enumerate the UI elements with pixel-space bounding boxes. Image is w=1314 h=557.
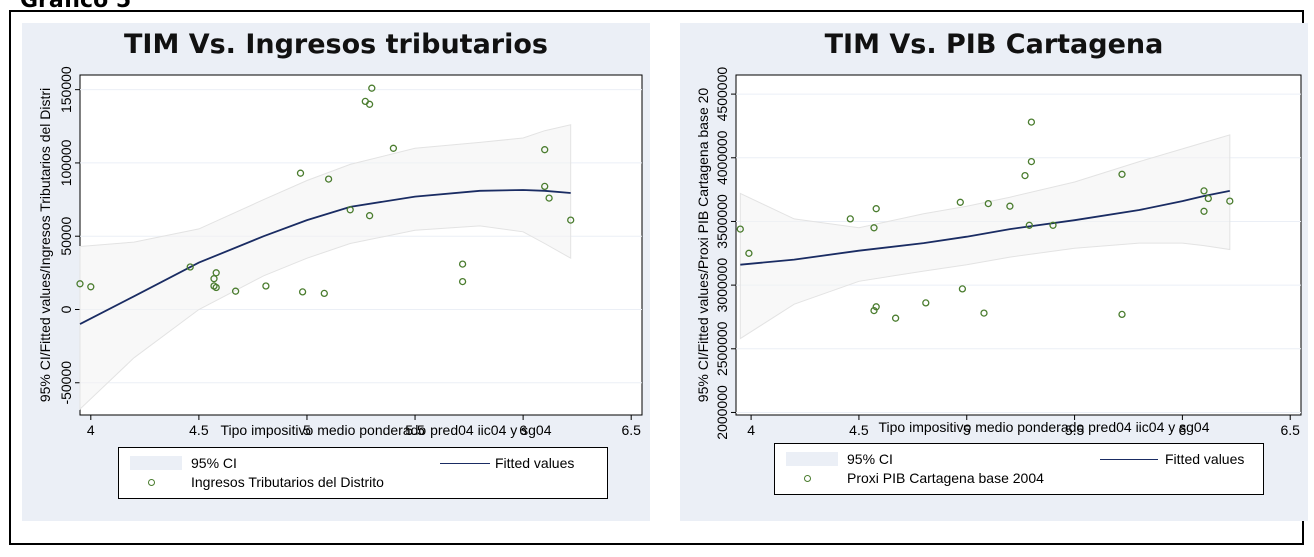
data-point [736,225,744,233]
x-tick-label: 4 [747,422,755,438]
chart-plot: -50000 0 50000 100000 150000 4 4.5 5 5.5 6 6.5 Tipo… [37,66,643,438]
data-point [1049,221,1057,229]
data-point [567,216,575,224]
y-tick-label: 3500000 [714,194,730,249]
data-point [76,280,84,288]
legend-key-fitted [1100,459,1158,460]
data-point [922,299,930,307]
data-point [298,288,307,296]
data-point [365,100,374,108]
legend-key-points [804,475,811,482]
y-tick-label: 2500000 [714,321,730,376]
data-point [212,269,220,277]
data-point [296,169,305,177]
data-point [368,84,376,92]
data-point [1200,207,1208,215]
data-point [1200,187,1208,195]
data-point [956,198,964,206]
data-point [1025,221,1033,229]
data-point [389,144,398,152]
legend-key-ci [130,456,182,470]
data-point [870,306,878,315]
y-tick-label: 50000 [58,217,74,256]
data-point [1021,171,1029,180]
y-tick-label: -50000 [58,361,74,405]
y-tick-label: 0 [58,305,74,313]
y-tick-label: 100000 [58,139,74,186]
figure-heading: Gráfico 5 [20,0,132,13]
data-point [545,194,553,202]
legend-label-fitted: Fitted values [1165,451,1245,467]
x-tick-label: 5.5 [1065,422,1085,438]
data-point [984,199,992,208]
data-point [870,224,878,232]
chart-panel-left: TIM Vs. Ingresos tributarios -50000 0 5000… [22,23,650,521]
legend-label-ci: 95% CI [847,451,893,467]
legend-label-points: Proxi PIB Cartagena base 2004 [847,470,1044,486]
x-tick-label: 5 [303,422,311,438]
legend-label-fitted: Fitted values [495,455,575,471]
y-tick-label: 2000000 [714,385,730,440]
chart-title: TIM Vs. PIB Cartagena [824,29,1164,60]
data-point [231,287,240,295]
chart-legend: 95% CI Fitted values Proxi PIB Cartagena… [774,443,1264,495]
data-point [458,277,467,286]
data-point [1027,118,1036,126]
data-point [891,314,900,322]
fitted-line [740,190,1230,266]
data-point [1226,197,1234,205]
x-tick-label: 4.5 [189,422,209,438]
x-tick-label: 5.5 [405,422,425,438]
data-point [458,260,467,268]
y-tick-label: 150000 [58,66,74,113]
data-point [1118,310,1126,319]
y-tick-label: 4000000 [714,130,730,185]
y-tick-label: 3000000 [714,258,730,313]
data-point [1006,202,1014,210]
legend-key-fitted [440,463,490,464]
data-point [846,215,854,223]
chart-panel-right: TIM Vs. PIB Cartagena 2000000 2500000 3000… [680,23,1308,521]
chart-title: TIM Vs. Ingresos tributarios [123,29,548,60]
data-point [186,263,194,271]
x-axis-label: Tipo impositivo medio ponderado pred04 i… [878,419,1209,435]
chart-plot: 2000000 2500000 3000000 3500000 4000000 45000… [695,67,1302,440]
x-tick-label: 4 [87,422,95,438]
ci-band [79,124,572,411]
data-point [87,283,95,291]
data-point [1118,170,1126,178]
legend-label-points: Ingresos Tributarios del Distrito [191,474,384,490]
data-point [980,309,988,317]
data-point [365,212,374,220]
ci-band [739,134,1231,340]
y-axis-label: 95% CI/Fitted values/Ingresos Tributario… [37,88,53,402]
data-point [1204,194,1212,203]
data-point [1027,157,1036,166]
data-point [872,303,880,311]
x-tick-label: 6 [1178,422,1186,438]
x-tick-label: 6.5 [1280,422,1300,438]
data-point [324,175,333,183]
data-point [262,282,270,290]
legend-key-points [148,479,155,486]
x-axis-label: Tipo impositivo medio ponderado pred04 i… [220,422,551,438]
chart-legend: 95% CI Fitted values Ingresos Tributario… [118,447,608,499]
legend-label-ci: 95% CI [191,455,237,471]
data-point [541,182,549,191]
data-point [346,206,354,214]
legend-key-ci [786,452,838,466]
y-tick-label: 4500000 [714,67,730,122]
data-point [320,289,328,298]
x-tick-label: 6.5 [621,422,641,438]
data-point [872,205,880,213]
data-point [958,285,967,293]
x-tick-label: 4.5 [849,422,869,438]
x-tick-label: 6 [519,422,527,438]
data-point [541,146,549,154]
y-axis-label: 95% CI/Fitted values/Proxi PIB Cartagena… [695,88,711,403]
data-point [745,249,753,257]
data-point [212,283,220,292]
x-tick-label: 5 [963,422,971,438]
